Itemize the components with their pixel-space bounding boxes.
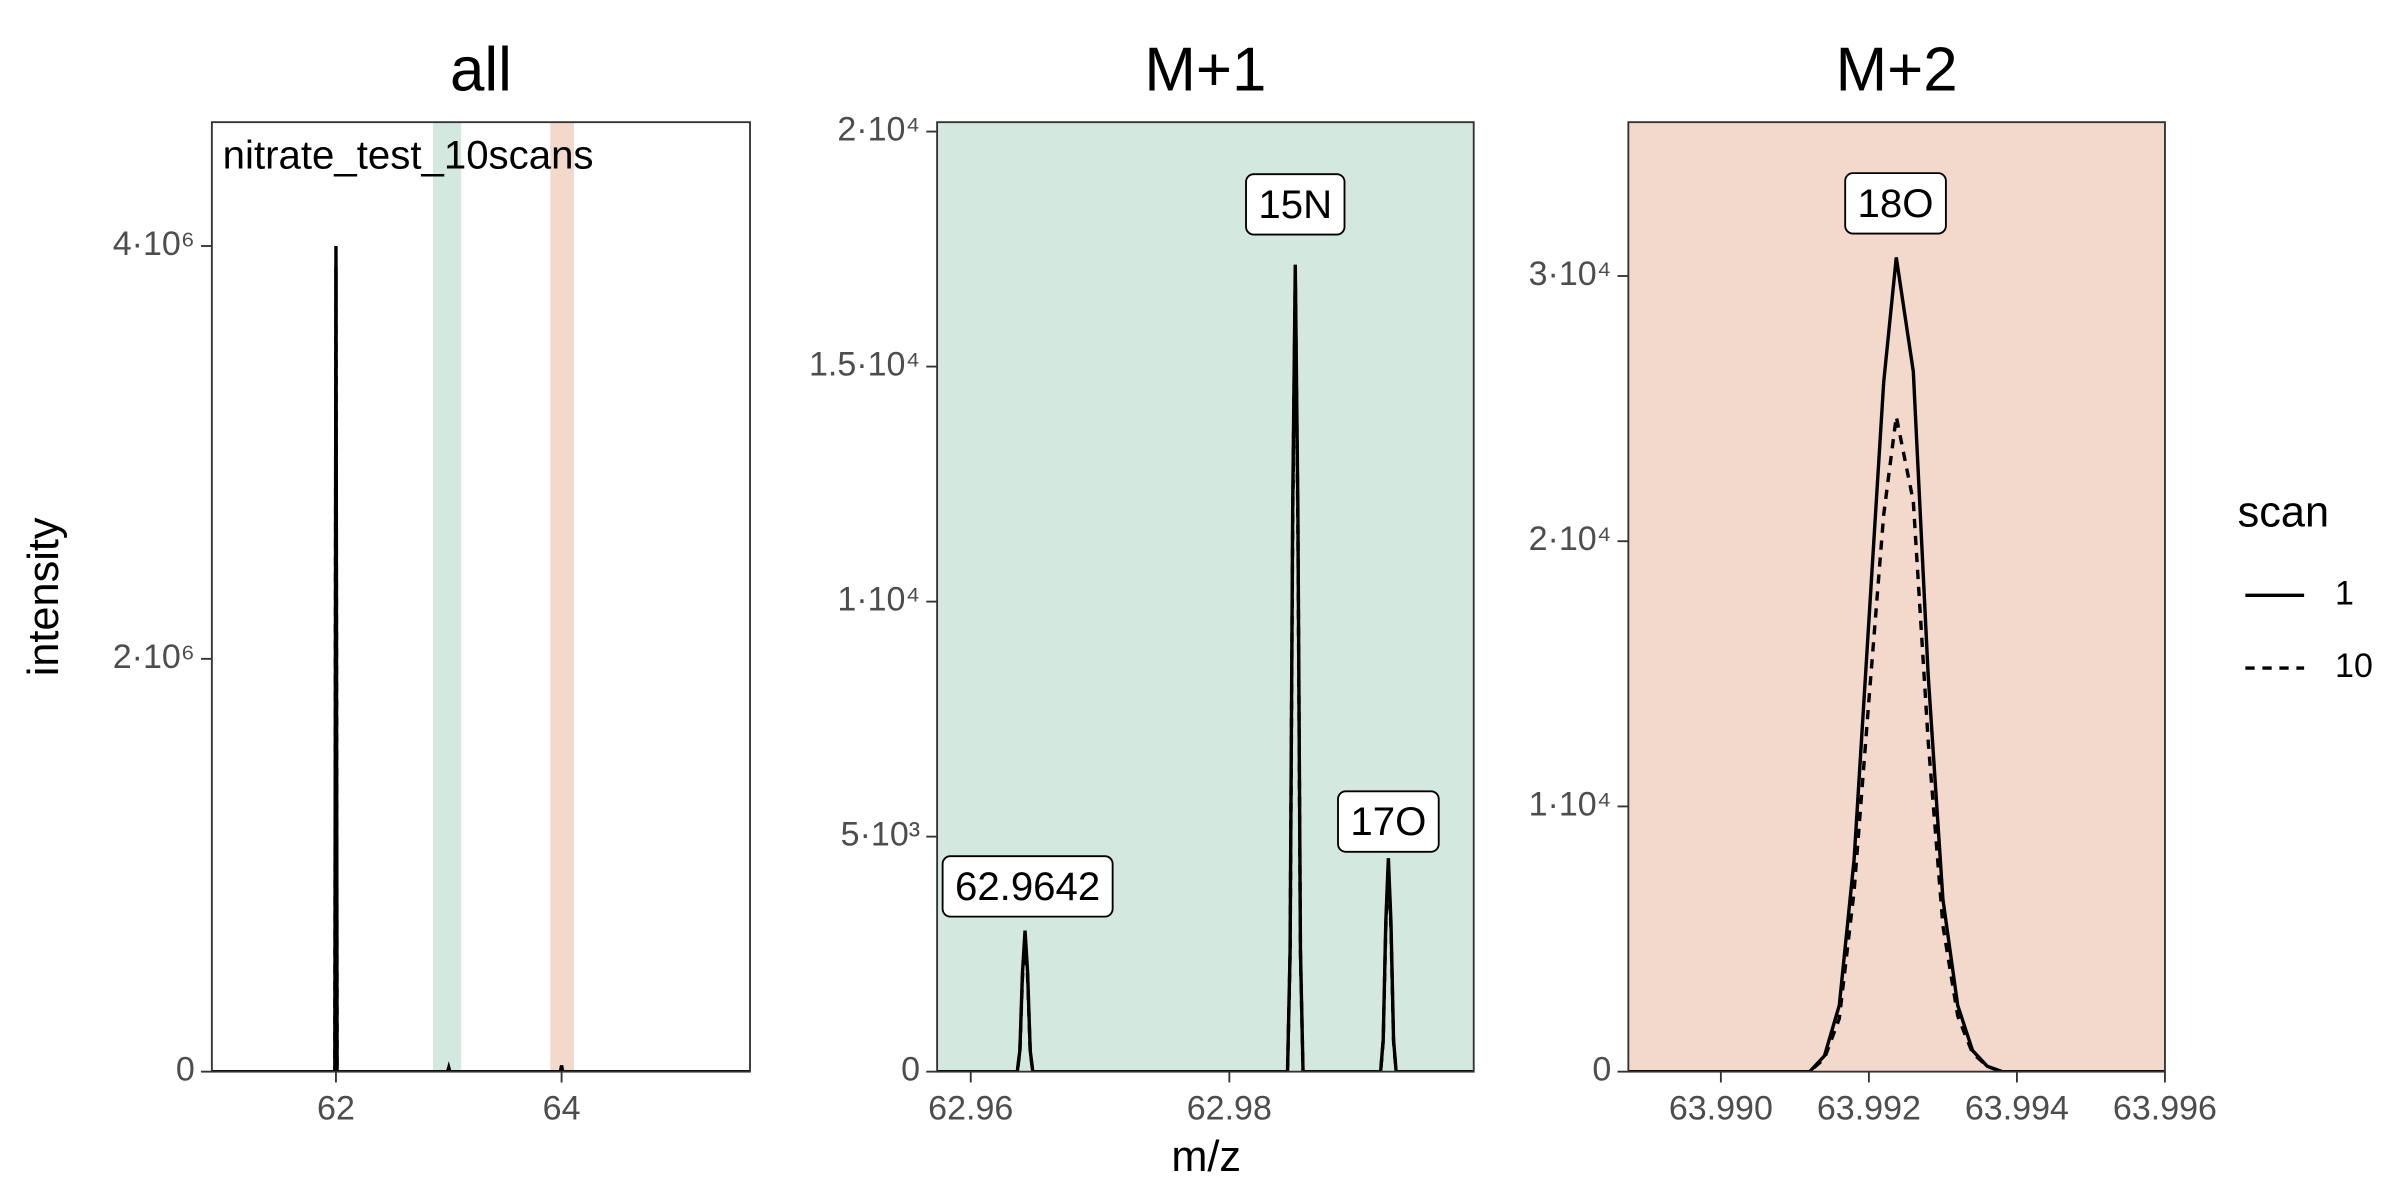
x-tick-label: 63.990: [1669, 1089, 1773, 1127]
panel-background: [211, 122, 751, 1072]
annotation-text: 18O: [1858, 181, 1934, 226]
y-tick-label: 0: [1592, 1051, 1611, 1089]
annotation-box: [1245, 173, 1346, 236]
annotation-text: 17O: [1350, 799, 1426, 844]
y-tick-label: 0: [176, 1051, 195, 1089]
panel-title: M+2: [1836, 36, 1958, 105]
panel-border: [1627, 121, 2166, 1073]
annotation: 62.9642: [941, 855, 1114, 918]
y-tick-label: 2·10⁴: [837, 111, 920, 149]
y-tick-label: 1·10⁴: [837, 581, 920, 619]
x-tick-label: 64: [543, 1089, 581, 1127]
series-line: [937, 277, 1474, 1072]
x-tick-label: 63.996: [2113, 1089, 2217, 1127]
y-axis-label: intensity: [20, 517, 68, 676]
y-tick-label: 3·10⁴: [1529, 255, 1612, 293]
y-tick-label: 5·10³: [841, 816, 920, 854]
legend-title: scan: [2238, 488, 2329, 536]
band: [550, 122, 575, 1072]
annotation-box: [941, 855, 1114, 918]
x-tick-label: 62.96: [928, 1089, 1013, 1127]
annotation-box: [1844, 172, 1947, 235]
x-tick-label: 63.992: [1817, 1089, 1921, 1127]
band: [432, 122, 462, 1072]
legend-label: 10: [2335, 647, 2373, 685]
x-tick-label: 62.98: [1187, 1089, 1272, 1127]
y-tick-label: 0: [901, 1051, 920, 1089]
series-line: [1628, 416, 2165, 1072]
x-axis-label: m/z: [1171, 1133, 1241, 1181]
panel-border: [936, 121, 1475, 1073]
panel-border: [210, 121, 751, 1073]
annotation-text: 62.9642: [955, 864, 1100, 909]
annotation: 15N: [1245, 173, 1346, 236]
y-tick-label: 2·10⁴: [1529, 520, 1612, 558]
y-tick-label: 1·10⁴: [1529, 785, 1612, 823]
annotation-box: [1337, 790, 1440, 853]
annotation-text: 15N: [1258, 182, 1332, 227]
legend-label: 1: [2335, 574, 2354, 612]
panel-title: M+1: [1144, 36, 1266, 105]
panel-background: [937, 122, 1474, 1072]
y-tick-label: 1.5·10⁴: [809, 346, 920, 384]
panel-title: all: [450, 36, 512, 105]
series-line: [211, 266, 750, 1072]
annotation: 17O: [1337, 790, 1440, 853]
panel-background: [1628, 122, 2165, 1072]
annotation: 18O: [1844, 172, 1947, 235]
y-tick-label: 2·10⁶: [113, 638, 195, 676]
x-tick-label: 62: [317, 1089, 355, 1127]
y-tick-label: 4·10⁶: [113, 225, 195, 263]
corner-label: nitrate_test_10scans: [223, 132, 594, 177]
x-tick-label: 63.994: [1965, 1089, 2069, 1127]
